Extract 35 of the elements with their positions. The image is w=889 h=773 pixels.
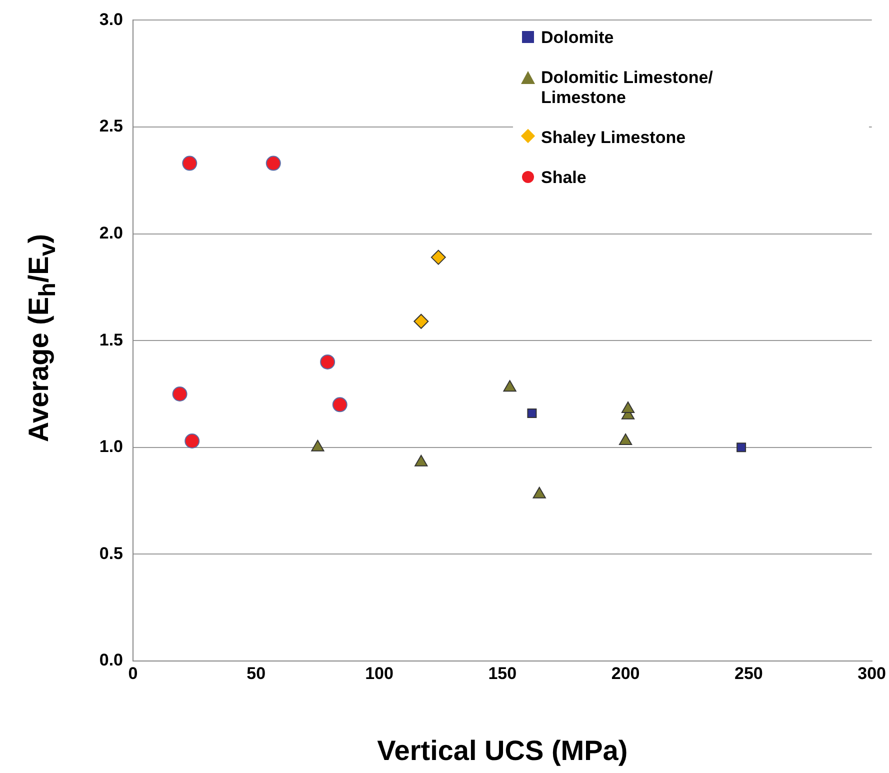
x-tick-label: 300 — [858, 664, 886, 683]
point — [527, 408, 537, 418]
point — [184, 433, 200, 448]
point — [414, 454, 428, 466]
y-tick-label: 1.0 — [99, 437, 123, 456]
point — [182, 156, 198, 171]
point — [311, 440, 324, 452]
y-tick-label: 3.0 — [99, 10, 123, 29]
point — [320, 354, 336, 370]
legend-label: Dolomitic Limestone/ Limestone — [541, 68, 714, 108]
x-tick-label: 200 — [611, 664, 640, 683]
x-tick-label: 100 — [365, 664, 394, 683]
x-axis-title: Vertical UCS (MPa) — [377, 734, 628, 766]
y-tick-label: 1.5 — [99, 330, 123, 350]
legend-label: Dolomite — [541, 28, 614, 48]
x-tick-label: 50 — [246, 664, 266, 683]
x-tick-label: 150 — [488, 664, 517, 683]
y-tick-label: 0.5 — [99, 544, 123, 563]
point — [621, 401, 635, 413]
y-tick-label: 2.5 — [99, 116, 123, 136]
point — [430, 250, 446, 265]
x-tick-label: 250 — [734, 664, 763, 683]
legend-label: Shale — [541, 168, 586, 188]
y-tick-label: 0.0 — [99, 650, 123, 670]
point — [532, 486, 546, 498]
point — [503, 380, 516, 392]
point — [736, 442, 746, 452]
point — [172, 386, 188, 402]
point — [266, 156, 281, 171]
point — [332, 397, 348, 412]
point — [414, 314, 429, 329]
x-tick-label: 0 — [128, 664, 138, 683]
point — [618, 433, 632, 445]
legend-label: Shaley Limestone — [541, 128, 686, 148]
y-tick-label: 2.0 — [99, 223, 123, 242]
